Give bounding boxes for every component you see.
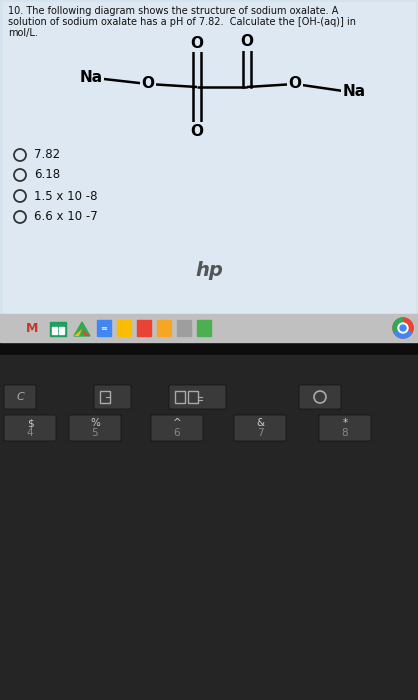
Text: 10. The following diagram shows the structure of sodium oxalate. A: 10. The following diagram shows the stru…	[8, 6, 339, 16]
Polygon shape	[74, 329, 82, 336]
Text: mol/L.: mol/L.	[8, 28, 38, 38]
Bar	[0, 355, 418, 700]
Bar	[50, 322, 66, 336]
Bar	[188, 391, 198, 403]
FancyBboxPatch shape	[69, 415, 121, 441]
Bar	[59, 327, 64, 330]
FancyBboxPatch shape	[94, 385, 131, 409]
Bar	[0, 0, 418, 355]
Text: $: $	[27, 418, 33, 428]
Text: O: O	[191, 123, 204, 139]
Bar	[100, 391, 110, 403]
Circle shape	[398, 323, 408, 333]
Text: C: C	[16, 392, 24, 402]
Text: 5: 5	[92, 428, 98, 438]
Text: 6.18: 6.18	[34, 169, 60, 181]
Bar	[52, 327, 57, 330]
Bar	[177, 320, 191, 336]
FancyBboxPatch shape	[151, 415, 203, 441]
Wedge shape	[403, 318, 413, 333]
Text: M: M	[26, 321, 38, 335]
Circle shape	[393, 318, 413, 338]
Text: 8: 8	[342, 428, 348, 438]
Bar	[59, 331, 64, 334]
Bar	[0, 314, 418, 342]
Text: 7: 7	[257, 428, 263, 438]
FancyBboxPatch shape	[4, 385, 36, 409]
Wedge shape	[393, 318, 403, 333]
Text: 7.82: 7.82	[34, 148, 60, 162]
Bar	[175, 391, 185, 403]
Bar	[97, 320, 111, 336]
Text: 4: 4	[27, 428, 33, 438]
Wedge shape	[394, 328, 412, 338]
Text: 6: 6	[174, 428, 180, 438]
Text: %: %	[90, 418, 100, 428]
Bar	[117, 320, 131, 336]
FancyBboxPatch shape	[169, 385, 226, 409]
Bar	[197, 320, 211, 336]
Bar	[0, 0, 418, 340]
Bar	[157, 320, 171, 336]
FancyBboxPatch shape	[299, 385, 341, 409]
Text: O: O	[142, 76, 155, 92]
FancyBboxPatch shape	[4, 415, 56, 441]
Text: *: *	[342, 418, 347, 428]
Text: &: &	[256, 418, 264, 428]
Polygon shape	[82, 329, 90, 336]
Text: O: O	[288, 76, 301, 92]
Text: 1.5 x 10 -8: 1.5 x 10 -8	[34, 190, 97, 202]
Text: O: O	[191, 36, 204, 50]
Circle shape	[400, 325, 406, 331]
Bar	[137, 320, 151, 336]
Text: 6.6 x 10 -7: 6.6 x 10 -7	[34, 211, 98, 223]
FancyBboxPatch shape	[234, 415, 286, 441]
Polygon shape	[74, 322, 90, 336]
Text: O: O	[240, 34, 253, 50]
Bar	[52, 331, 57, 334]
Text: ≡: ≡	[100, 323, 107, 332]
Text: solution of sodium oxalate has a pH of 7.82.  Calculate the [OH-(aq)] in: solution of sodium oxalate has a pH of 7…	[8, 17, 356, 27]
Bar	[3, 2, 415, 338]
FancyBboxPatch shape	[319, 415, 371, 441]
Text: hp: hp	[195, 260, 223, 279]
Text: Na: Na	[342, 85, 366, 99]
Text: ^: ^	[173, 418, 181, 428]
Text: Na: Na	[79, 71, 102, 85]
